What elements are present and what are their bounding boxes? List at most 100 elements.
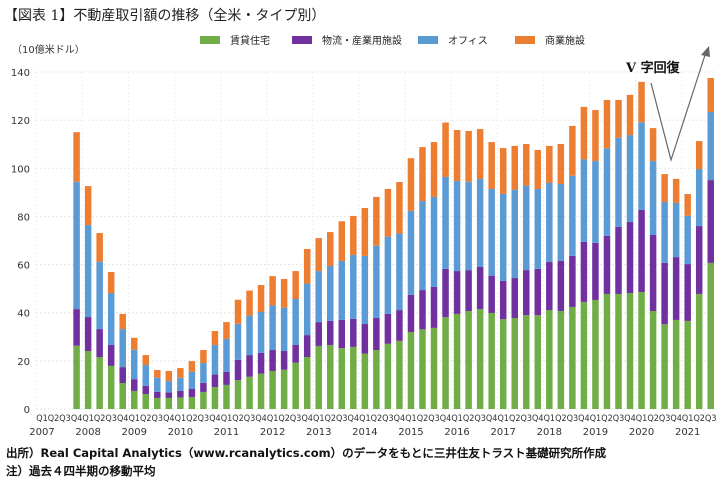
bar-segment-2020Q3-1	[661, 262, 668, 325]
bar-segment-2014Q1-0	[361, 353, 369, 409]
x-tick-label: Q2	[232, 414, 244, 424]
bar-segment-2017Q3-3	[523, 143, 530, 186]
bar-segment-2015Q1-1	[407, 294, 415, 332]
bar-segment-2014Q4-3	[396, 182, 403, 234]
bar-segment-2007Q4-2	[73, 181, 80, 310]
bar-segment-2012Q2-0	[280, 369, 288, 409]
bar-segment-2017Q2-3	[511, 145, 518, 190]
bar-segment-2013Q3-2	[338, 260, 346, 320]
bar-segment-2011Q4-2	[257, 311, 265, 353]
bar-segment-2020Q4-0	[672, 319, 680, 409]
bar-segment-2016Q3-2	[476, 178, 484, 267]
bar-segment-2012Q3-2	[292, 298, 299, 345]
bar-segment-2009Q2-2	[142, 364, 150, 386]
x-tick-label: Q2	[601, 414, 613, 424]
bar-segment-2011Q2-1	[234, 359, 242, 381]
bar-segment-2014Q4-2	[396, 233, 403, 311]
x-tick-label: Q1	[267, 414, 279, 424]
x-tick-label: Q1	[636, 414, 648, 424]
bar-segment-2011Q1-1	[223, 371, 230, 385]
bar-segment-2011Q3-1	[246, 355, 253, 377]
bar-segment-2009Q3-3	[154, 370, 161, 378]
x-tick-label: Q3	[659, 414, 671, 424]
bar-segment-2016Q2-1	[465, 270, 472, 312]
bar-segment-2009Q3-0	[154, 397, 161, 409]
bar-segment-2015Q1-3	[407, 158, 415, 211]
bar-segment-2007Q4-0	[73, 345, 80, 409]
bar-segment-2018Q2-0	[557, 311, 565, 409]
x-tick-label: Q1	[359, 414, 371, 424]
bar-segment-2011Q2-3	[234, 299, 242, 324]
bar-segment-2021Q1-3	[684, 194, 691, 216]
bar-segment-2019Q4-2	[626, 135, 634, 222]
bar-segment-2020Q4-1	[672, 257, 680, 320]
v-recovery-annotation: V 字回復	[625, 46, 710, 163]
bar-segment-2016Q4-2	[488, 188, 495, 276]
bar-segment-2020Q4-3	[672, 178, 680, 203]
year-label: 2009	[122, 427, 147, 438]
bar-segment-2020Q2-3	[649, 128, 657, 162]
x-tick-label: Q1	[544, 414, 556, 424]
bar-segment-2020Q3-3	[661, 174, 668, 202]
arrow-head-icon	[701, 46, 710, 57]
bar-segment-2017Q1-2	[499, 193, 507, 281]
bar-segment-2018Q3-1	[569, 255, 576, 307]
bar-segment-2015Q1-0	[407, 331, 415, 409]
bar-segment-2010Q4-3	[211, 331, 219, 345]
bar-segment-2015Q2-1	[419, 290, 426, 330]
bar-segment-2016Q2-2	[465, 181, 472, 271]
bar-segment-2012Q2-1	[280, 350, 288, 370]
bar-segment-2017Q2-2	[511, 189, 518, 279]
y-tick-label: 120	[11, 116, 30, 127]
bar-segment-2008Q3-1	[107, 344, 115, 366]
year-label: 2008	[75, 427, 100, 438]
year-label: 2007	[29, 427, 54, 438]
bar-segment-2016Q1-3	[453, 130, 461, 182]
bar-segment-2017Q3-1	[523, 270, 530, 316]
x-tick-label: Q1	[175, 414, 187, 424]
x-tick-label: Q1	[590, 414, 602, 424]
bar-segment-2020Q2-1	[649, 234, 657, 312]
y-tick-label: 140	[11, 68, 30, 79]
legend-label: 賃貸住宅	[230, 34, 270, 47]
bar-segment-2010Q2-0	[188, 396, 196, 409]
bar-segment-2011Q4-3	[257, 285, 265, 312]
bar-segment-2016Q3-0	[476, 309, 484, 409]
bar-segment-2010Q2-2	[188, 371, 196, 390]
year-label: 2016	[444, 427, 469, 438]
x-tick-label: Q4	[624, 414, 636, 424]
bar-segment-2014Q1-2	[361, 255, 369, 325]
legend-swatch	[292, 36, 312, 44]
x-tick-label: Q4	[486, 414, 498, 424]
bar-segment-2021Q3-0	[707, 262, 714, 409]
bar-segment-2017Q3-0	[523, 315, 530, 409]
x-tick-label: Q1	[313, 414, 325, 424]
bar-segment-2014Q3-3	[384, 188, 392, 237]
bar-segment-2014Q1-3	[361, 208, 369, 256]
bar-segment-2016Q4-0	[488, 312, 495, 409]
bar-segment-2011Q1-2	[223, 338, 230, 372]
x-tick-label: Q2	[186, 414, 198, 424]
bar-segment-2013Q4-1	[350, 318, 357, 347]
bar-segment-2011Q3-0	[246, 376, 253, 409]
bar-segment-2010Q4-1	[211, 374, 219, 388]
bar-segment-2019Q2-3	[603, 99, 611, 149]
bar-segment-2009Q4-3	[165, 370, 173, 382]
bar-segment-2021Q3-1	[707, 180, 714, 263]
x-tick-label: Q3	[474, 414, 486, 424]
x-axis: Q1 Q2 Q3 Q4 Q1 Q2 Q3 Q4 Q1 Q2 Q3 Q4 Q1 Q2 Q3 Q4 Q1 Q2 Q3 Q4…	[29, 414, 716, 438]
bar-segment-2009Q4-2	[165, 381, 173, 393]
bar-segment-2014Q3-0	[384, 343, 392, 409]
bar-segment-2016Q3-3	[476, 129, 484, 179]
bar-segment-2018Q3-3	[569, 125, 576, 176]
bar-segment-2013Q2-2	[327, 266, 334, 321]
bar-segment-2012Q3-3	[292, 271, 299, 299]
bar-segment-2020Q4-2	[672, 202, 680, 258]
bar-segment-2012Q4-1	[303, 335, 311, 358]
x-tick-label: Q4	[670, 414, 682, 424]
bar-segment-2013Q4-2	[350, 254, 357, 319]
x-tick-label: Q4	[71, 414, 83, 424]
y-axis: 0 20 40 60 80 100 120 140	[11, 68, 30, 416]
bar-segment-2009Q2-3	[142, 355, 150, 365]
